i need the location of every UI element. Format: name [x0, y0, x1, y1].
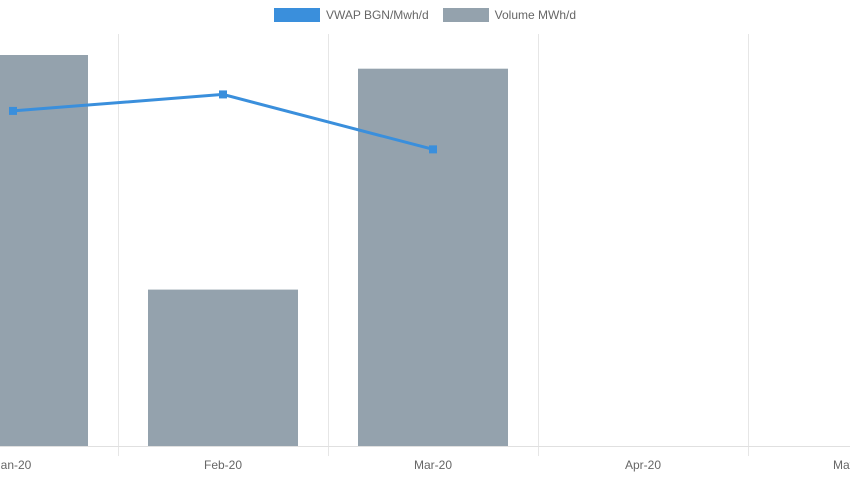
x-tick-label: Mar-20: [414, 458, 452, 472]
x-tick-label: May-20: [833, 458, 850, 472]
legend-swatch-vwap: [273, 8, 320, 22]
bar-volume-2: [148, 289, 298, 446]
legend: VWAP BGN/Mwh/d Volume MWh/d: [0, 8, 850, 22]
vwap-point-2: [219, 90, 227, 99]
x-tick-label: Jan-20: [0, 458, 32, 472]
vwap-point-1: [9, 106, 17, 115]
bar-volume-1: [0, 55, 88, 446]
legend-item-vwap[interactable]: VWAP BGN/Mwh/d: [273, 8, 429, 22]
x-tick-label: Apr-20: [625, 458, 661, 472]
legend-label-vwap: VWAP BGN/Mwh/d: [325, 8, 429, 22]
vwap-point-3: [429, 145, 437, 154]
legend-label-volume: Volume MWh/d: [494, 8, 577, 22]
legend-item-volume[interactable]: Volume MWh/d: [442, 8, 577, 22]
x-tick-label: Feb-20: [204, 458, 242, 472]
bar-volume-3: [358, 68, 508, 446]
legend-swatch-volume: [442, 8, 489, 22]
